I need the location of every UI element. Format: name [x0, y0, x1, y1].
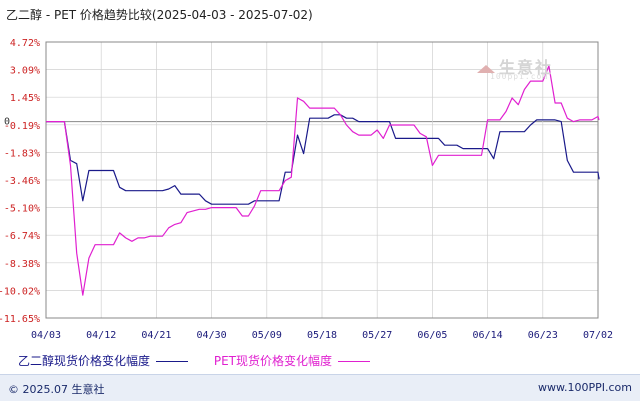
footer-link[interactable]: www.100PPI.com: [538, 381, 632, 394]
legend-item-eg: 乙二醇现货价格变化幅度: [18, 352, 189, 369]
x-tick-label: 05/27: [362, 330, 392, 341]
x-tick-label: 05/18: [307, 330, 337, 341]
x-axis: 04/03 04/12 04/21 04/30 05/09 05/18 05/27 06/05…: [31, 330, 613, 341]
legend-swatch-eg: [156, 361, 189, 362]
footer: © 2025.07 生意社 www.100PPI.com: [0, 374, 640, 401]
y-tick-label: 3.09%: [10, 66, 40, 77]
legend-label-pet: PET现货价格变化幅度: [213, 354, 332, 368]
y-tick-label: -10.02%: [0, 286, 40, 297]
x-tick-label: 04/12: [86, 330, 116, 341]
y-tick-label: -1.83%: [4, 148, 40, 159]
x-tick-label: 04/21: [141, 330, 171, 341]
y-axis: 4.72% 3.09% 1.45% -0.19% -1.83% -3.46% -5.10% -…: [0, 38, 40, 325]
legend-swatch-pet: [338, 361, 370, 362]
house-icon: [477, 64, 495, 73]
y-tick-label: -6.74%: [4, 231, 40, 242]
zero-label: 0: [4, 117, 10, 128]
watermark-text: 生意社: [499, 58, 554, 77]
x-tick-label: 07/02: [583, 330, 613, 341]
watermark-subtext: 100ppi.com: [490, 72, 549, 81]
series-line-eg: [46, 114, 600, 205]
plot-frame: [45, 41, 599, 319]
y-tick-label: -0.19%: [4, 121, 40, 132]
x-tick-label: 04/03: [31, 330, 61, 341]
legend-item-pet: PET现货价格变化幅度: [214, 352, 370, 369]
watermark-logo: 生意社: [477, 54, 553, 78]
y-tick-label: -11.65%: [0, 314, 40, 325]
x-tick-label: 06/23: [528, 330, 558, 341]
chart-title: 乙二醇 - PET 价格趋势比较(2025-04-03 - 2025-07-02…: [6, 8, 313, 22]
copyright-text: © 2025.07 生意社: [8, 383, 105, 396]
series-line-pet: [46, 65, 600, 296]
chart: 4.72% 3.09% 1.45% -0.19% -1.83% -3.46% -5.10% -…: [0, 38, 613, 341]
y-tick-label: -3.46%: [4, 176, 40, 187]
x-tick-label: 06/14: [473, 330, 503, 341]
x-tick-label: 05/09: [252, 330, 282, 341]
x-tick-label: 06/05: [417, 330, 447, 341]
y-tick-label: -8.38%: [4, 259, 40, 270]
y-tick-label: 1.45%: [10, 93, 40, 104]
x-tick-label: 04/30: [197, 330, 227, 341]
y-tick-label: 4.72%: [10, 38, 40, 49]
y-tick-label: -5.10%: [4, 204, 40, 215]
legend-label-eg: 乙二醇现货价格变化幅度: [18, 354, 151, 368]
series-layer: [46, 65, 600, 296]
legend: 乙二醇现货价格变化幅度 PET现货价格变化幅度: [18, 352, 392, 369]
grid-layer: [45, 41, 599, 319]
